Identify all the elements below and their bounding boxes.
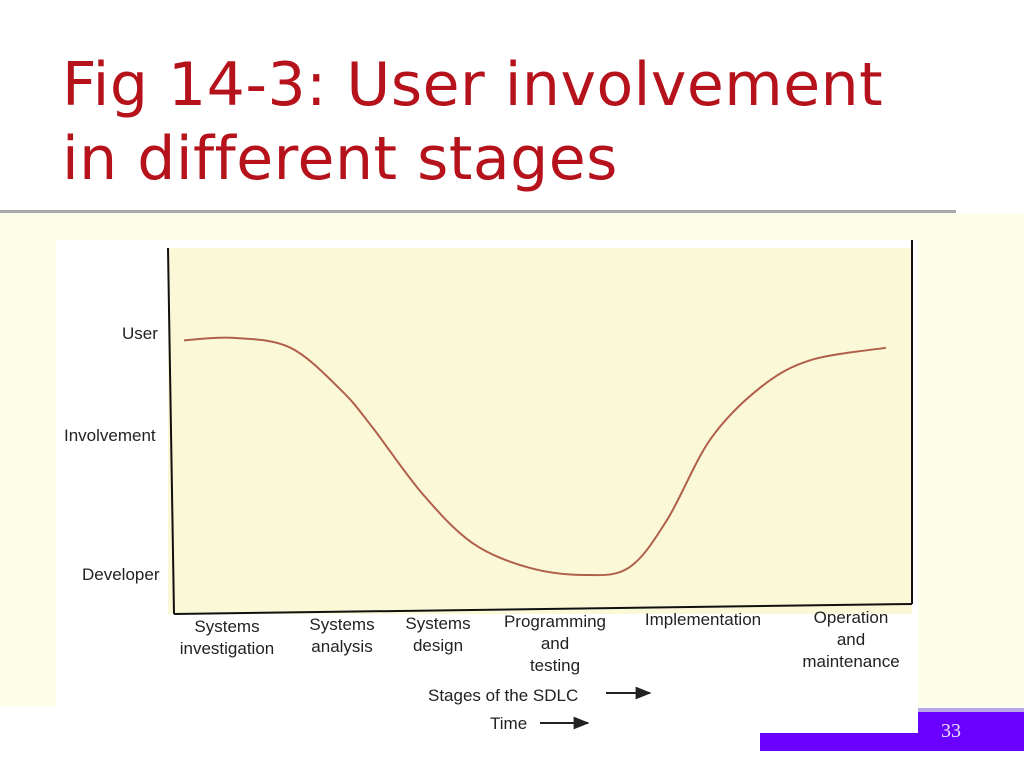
- footer-accent-line: [918, 708, 1024, 712]
- page-number: 33: [941, 720, 961, 742]
- stage-labels: Systems investigation Systems analysis Syste…: [180, 608, 900, 675]
- stage-label-3-line-2: design: [413, 636, 463, 655]
- slide-title-line-1: Fig 14-3: User involvement: [62, 50, 884, 120]
- involvement-curve: [183, 336, 887, 577]
- stage-label-6-line-3: maintenance: [802, 652, 899, 671]
- stage-label-4-line-2: and: [541, 634, 569, 653]
- stage-label-6-line-2: and: [837, 630, 865, 649]
- x-axis: [173, 603, 913, 615]
- stage-label-4-line-3: testing: [530, 656, 580, 675]
- y-label-involvement: Involvement: [64, 426, 156, 445]
- slide-title: Fig 14-3: User involvement in different …: [62, 48, 962, 196]
- stage-label-3-line-1: Systems: [405, 614, 470, 633]
- y-axis: [167, 247, 175, 615]
- stage-label-6-line-1: Operation: [814, 608, 889, 627]
- stages-of-sdlc-label: Stages of the SDLC: [428, 686, 578, 705]
- y-label-user: User: [122, 324, 158, 343]
- slide-title-line-2: in different stages: [62, 124, 618, 194]
- title-divider: [0, 210, 956, 213]
- stage-label-4-line-1: Programming: [504, 612, 606, 631]
- stage-label-1-line-2: investigation: [180, 639, 275, 658]
- plot-area: [168, 248, 912, 614]
- footer-page-tab: [918, 712, 1024, 751]
- stage-label-2-line-1: Systems: [309, 615, 374, 634]
- time-label: Time: [490, 714, 527, 733]
- stage-label-1-line-1: Systems: [194, 617, 259, 636]
- y-label-developer: Developer: [82, 565, 160, 584]
- stage-label-2-line-2: analysis: [311, 637, 372, 656]
- stage-label-5-line-1: Implementation: [645, 610, 761, 629]
